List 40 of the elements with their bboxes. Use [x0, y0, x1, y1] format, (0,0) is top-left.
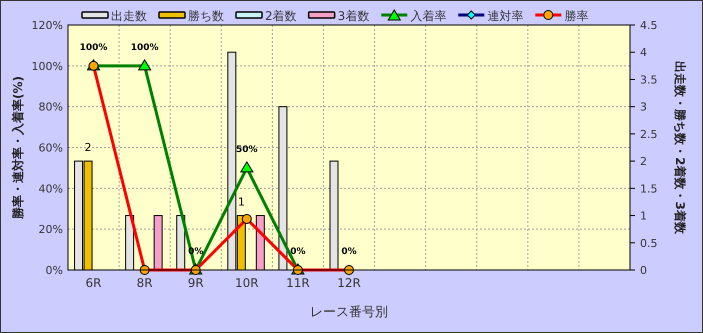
legend-label: 2着数: [265, 9, 297, 23]
data-label: 2: [84, 141, 92, 154]
x-tick-label: 12R: [337, 276, 361, 290]
y2-axis-title: 出走数・勝ち数・2着数・3着数: [673, 61, 687, 235]
legend-label: 勝ち数: [188, 9, 224, 23]
y2-tick-label: 1.5: [640, 182, 658, 196]
x-tick-label: 8R: [136, 276, 153, 290]
y2-tick-label: 2: [640, 155, 647, 168]
legend-label: 3着数: [338, 9, 370, 23]
y-axis-title: 勝率・連対率・入着率(%): [11, 76, 25, 220]
y-tick-label: 20%: [38, 223, 63, 236]
x-axis-title: レース番号別: [310, 305, 388, 320]
y2-tick-label: 3: [640, 100, 647, 114]
y2-tick-label: 3.5: [640, 73, 658, 86]
data-label: 100%: [80, 42, 108, 53]
y2-tick-label: 2.5: [640, 128, 658, 141]
data-label: 50%: [236, 144, 258, 155]
y2-tick-label: 4: [640, 46, 647, 60]
data-label: 1: [238, 196, 245, 209]
legend-label: 入着率: [410, 9, 446, 23]
x-tick-label: 6R: [86, 276, 102, 290]
y2-tick-label: 0: [640, 264, 647, 277]
y2-tick-label: 0.5: [640, 236, 658, 250]
x-tick-label: 10R: [235, 276, 259, 290]
x-tick-label: 9R: [188, 276, 204, 290]
y-tick-label: 120%: [32, 19, 63, 32]
data-label: 0%: [341, 247, 357, 257]
data-label: 100%: [130, 42, 159, 53]
y2-tick-label: 4.5: [640, 19, 658, 32]
y-tick-label: 40%: [38, 182, 63, 196]
y-tick-label: 60%: [38, 142, 63, 154]
y-tick-label: 0%: [46, 264, 63, 277]
x-tick-label: 11R: [286, 276, 310, 290]
y2-tick-label: 1: [640, 210, 647, 223]
legend-label: 連対率: [487, 9, 524, 23]
legend-label: 出走数: [111, 9, 147, 23]
legend-label: 勝率: [564, 9, 588, 23]
data-label: 0%: [290, 247, 306, 257]
y-tick-label: 80%: [38, 100, 63, 114]
y-tick-label: 100%: [32, 60, 63, 73]
